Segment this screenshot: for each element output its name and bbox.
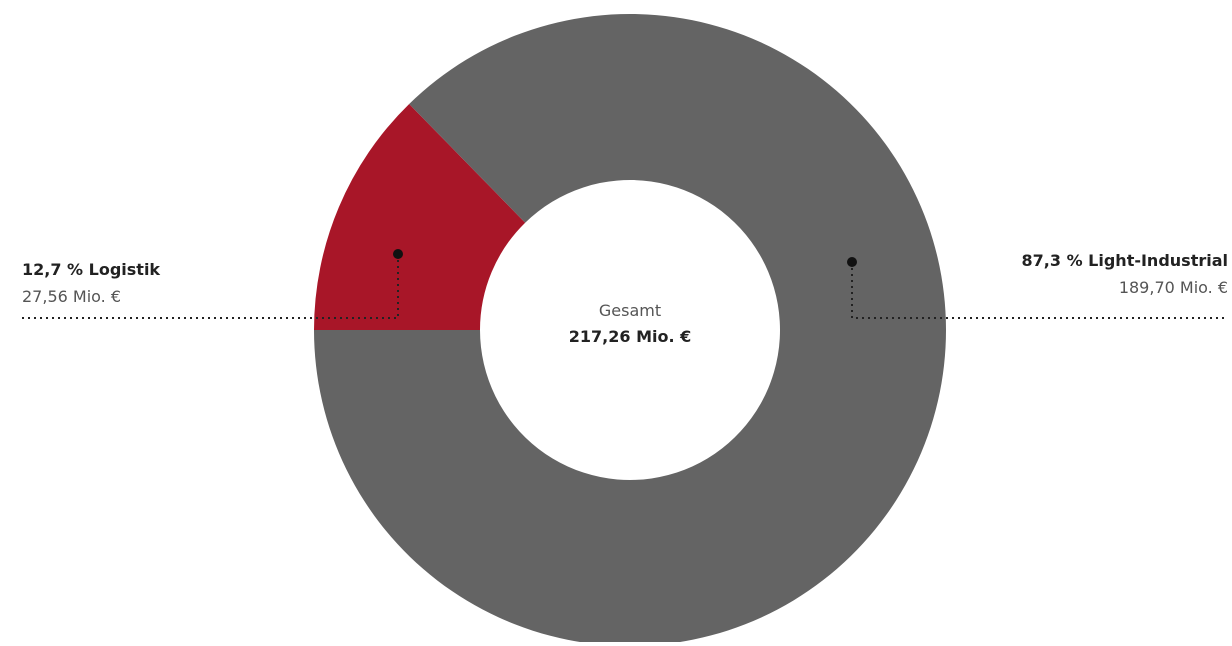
slice-label-logistik: 12,7 % Logistik 27,56 Mio. € — [22, 249, 403, 319]
center-total: 217,26 Mio. € — [569, 327, 692, 346]
center-caption: Gesamt — [599, 301, 661, 320]
slice-logistik — [314, 103, 526, 330]
donut-slices — [314, 14, 946, 646]
light-industrial-leader-dot — [847, 257, 857, 267]
slice-light-industrial — [314, 14, 946, 646]
light-industrial-value-label: 189,70 Mio. € — [1119, 278, 1228, 297]
slice-label-light-industrial: 87,3 % Light-Industrial 189,70 Mio. € — [847, 251, 1228, 319]
logistik-leader-dot — [393, 249, 403, 259]
logistik-value-label: 27,56 Mio. € — [22, 287, 121, 306]
light-industrial-leader-line — [851, 262, 1228, 319]
light-industrial-percent-label: 87,3 % Light-Industrial — [1022, 251, 1228, 270]
logistik-percent-label: 12,7 % Logistik — [22, 260, 160, 279]
